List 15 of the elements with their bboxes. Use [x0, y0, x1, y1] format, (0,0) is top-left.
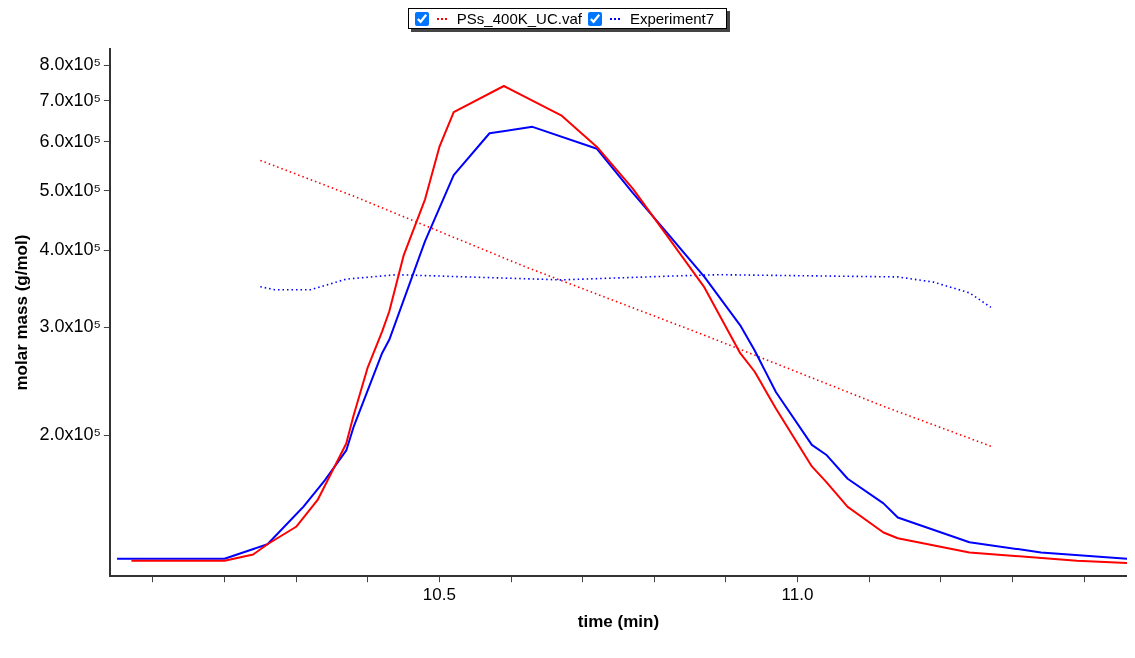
y-axis-title: molar mass (g/mol) — [11, 234, 31, 391]
y-tick-label: 8.0x10⁵ — [39, 54, 101, 75]
x-tick-label: 11.0 — [781, 585, 814, 605]
y-tick-label: 3.0x10⁵ — [39, 316, 101, 337]
x-tick-label: 10.5 — [422, 585, 456, 605]
y-tick-label: 5.0x10⁵ — [39, 179, 101, 200]
legend-label: PSs_400K_UC.vaf — [456, 10, 582, 27]
legend-label: Experiment7 — [629, 10, 715, 27]
x-axis-title: time (min) — [577, 612, 660, 632]
line-series — [259, 159, 992, 448]
y-tick-label: 2.0x10⁵ — [39, 424, 101, 445]
y-tick-label: 7.0x10⁵ — [39, 89, 101, 110]
y-tick-label: 6.0x10⁵ — [39, 130, 101, 151]
line-series — [259, 273, 992, 309]
y-tick-label: 4.0x10⁵ — [39, 239, 101, 260]
